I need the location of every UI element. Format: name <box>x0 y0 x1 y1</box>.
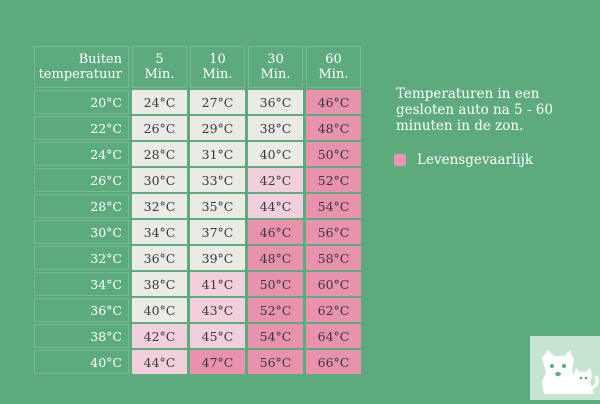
header-30-min: 30 Min. <box>248 46 303 88</box>
temperature-cell: 27°C <box>190 90 245 114</box>
row-outside-temperature: 26°C <box>34 168 129 192</box>
temperature-cell: 52°C <box>248 298 303 322</box>
row-outside-temperature: 38°C <box>34 324 129 348</box>
header-num: 10 <box>209 52 226 67</box>
header-outside-temperature: Buiten temperatuur <box>34 46 129 88</box>
logo <box>530 336 600 400</box>
header-60-min: 60 Min. <box>306 46 361 88</box>
temperature-cell: 66°C <box>306 350 361 374</box>
temperature-cell: 64°C <box>306 324 361 348</box>
temperature-cell: 36°C <box>132 246 187 270</box>
header-label-line1: Buiten <box>78 52 122 67</box>
temperature-cell: 48°C <box>248 246 303 270</box>
temperature-cell: 60°C <box>306 272 361 296</box>
temperature-cell: 50°C <box>248 272 303 296</box>
temperature-cell: 29°C <box>190 116 245 140</box>
header-unit: Min. <box>202 67 233 82</box>
header-unit: Min. <box>318 67 349 82</box>
temperature-cell: 40°C <box>132 298 187 322</box>
temperature-cell: 46°C <box>248 220 303 244</box>
header-unit: Min. <box>260 67 291 82</box>
temperature-table: Buiten temperatuur 5 Min. 10 Min. 30 Min… <box>34 46 361 374</box>
temperature-cell: 56°C <box>306 220 361 244</box>
temperature-cell: 38°C <box>132 272 187 296</box>
temperature-cell: 28°C <box>132 142 187 166</box>
temperature-cell: 38°C <box>248 116 303 140</box>
row-outside-temperature: 30°C <box>34 220 129 244</box>
temperature-cell: 30°C <box>132 168 187 192</box>
temperature-cell: 36°C <box>248 90 303 114</box>
temperature-cell: 44°C <box>132 350 187 374</box>
temperature-cell: 32°C <box>132 194 187 218</box>
temperature-cell: 47°C <box>190 350 245 374</box>
temperature-cell: 56°C <box>248 350 303 374</box>
temperature-cell: 35°C <box>190 194 245 218</box>
temperature-cell: 34°C <box>132 220 187 244</box>
temperature-cell: 43°C <box>190 298 245 322</box>
chart-caption: Temperaturen in een gesloten auto na 5 -… <box>396 86 553 134</box>
row-outside-temperature: 24°C <box>34 142 129 166</box>
temperature-cell: 39°C <box>190 246 245 270</box>
temperature-cell: 46°C <box>306 90 361 114</box>
header-5-min: 5 Min. <box>132 46 187 88</box>
header-unit: Min. <box>144 67 175 82</box>
legend-swatch <box>394 154 406 166</box>
temperature-cell: 48°C <box>306 116 361 140</box>
temperature-cell: 26°C <box>132 116 187 140</box>
row-outside-temperature: 32°C <box>34 246 129 270</box>
temperature-cell: 37°C <box>190 220 245 244</box>
row-outside-temperature: 40°C <box>34 350 129 374</box>
header-num: 5 <box>155 52 164 67</box>
temperature-cell: 42°C <box>248 168 303 192</box>
temperature-cell: 52°C <box>306 168 361 192</box>
temperature-cell: 62°C <box>306 298 361 322</box>
legend: Levensgevaarlijk <box>394 152 533 168</box>
temperature-cell: 58°C <box>306 246 361 270</box>
header-num: 30 <box>267 52 284 67</box>
header-10-min: 10 Min. <box>190 46 245 88</box>
temperature-cell: 41°C <box>190 272 245 296</box>
temperature-cell: 42°C <box>132 324 187 348</box>
temperature-cell: 40°C <box>248 142 303 166</box>
header-num: 60 <box>325 52 342 67</box>
temperature-cell: 54°C <box>306 194 361 218</box>
legend-label: Levensgevaarlijk <box>417 152 534 168</box>
temperature-cell: 44°C <box>248 194 303 218</box>
temperature-cell: 24°C <box>132 90 187 114</box>
temperature-cell: 50°C <box>306 142 361 166</box>
row-outside-temperature: 34°C <box>34 272 129 296</box>
row-outside-temperature: 36°C <box>34 298 129 322</box>
temperature-cell: 31°C <box>190 142 245 166</box>
dog-and-cat-silhouette-icon <box>542 350 599 394</box>
row-outside-temperature: 22°C <box>34 116 129 140</box>
row-outside-temperature: 28°C <box>34 194 129 218</box>
temperature-cell: 33°C <box>190 168 245 192</box>
temperature-cell: 54°C <box>248 324 303 348</box>
header-label-line2: temperatuur <box>38 67 122 82</box>
temperature-cell: 45°C <box>190 324 245 348</box>
row-outside-temperature: 20°C <box>34 90 129 114</box>
